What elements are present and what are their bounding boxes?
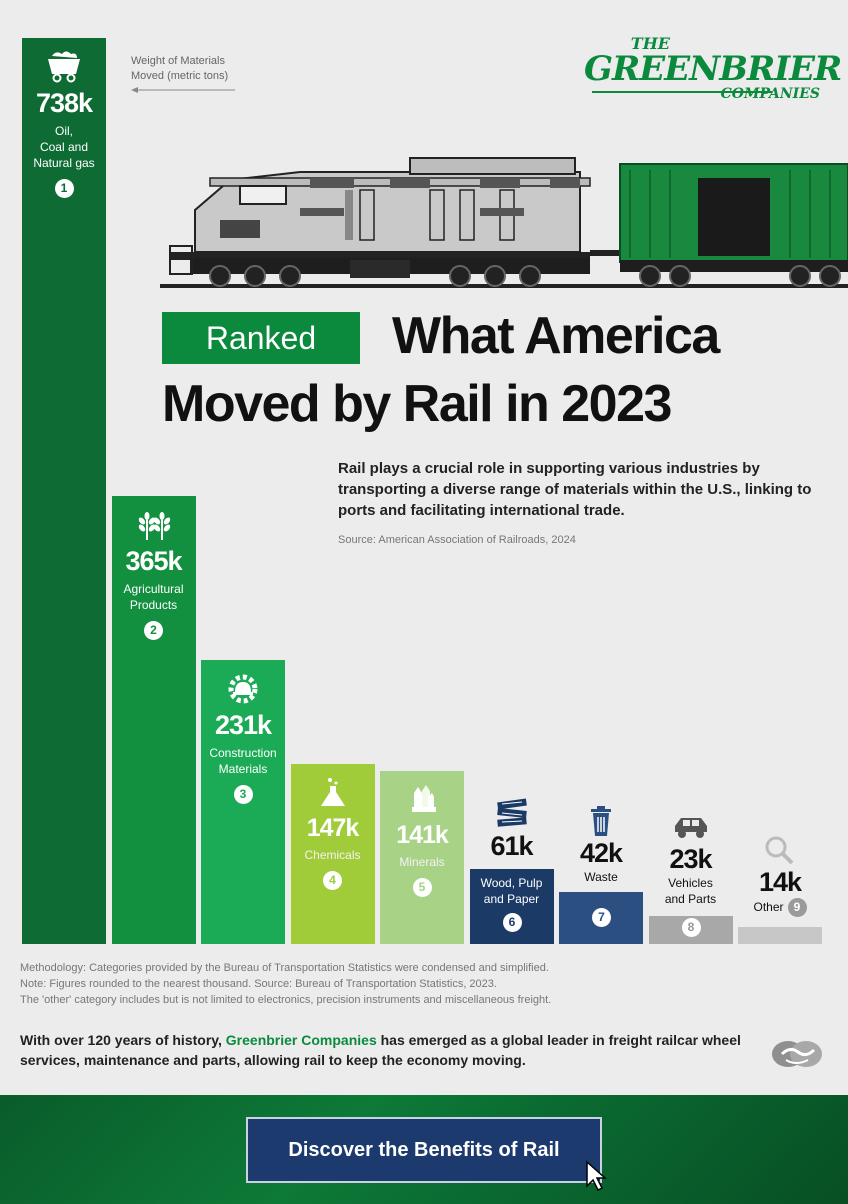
bar-5-content: 141k Minerals 5 bbox=[380, 783, 464, 897]
bar-value-label: 141k bbox=[396, 820, 449, 849]
methodology-line: Methodology: Categories provided by the … bbox=[20, 962, 549, 974]
bar-9 bbox=[738, 926, 822, 944]
greenbrier-logo: THE GREENBRIER COMPANIES bbox=[584, 34, 842, 112]
wheat-icon bbox=[112, 508, 196, 542]
bar-category-label: Minerals bbox=[399, 854, 445, 869]
bar-value-label: 14k bbox=[758, 866, 802, 897]
subtitle: Rail plays a crucial role in supporting … bbox=[338, 460, 812, 519]
rank-badge: 6 bbox=[502, 913, 522, 933]
bar-category-label: Wood, Pulp and Paper bbox=[480, 876, 543, 907]
bar-category-label: Waste bbox=[584, 870, 618, 885]
other-category-line: The 'other' category includes but is not… bbox=[20, 994, 552, 1006]
magnifier-icon bbox=[738, 833, 822, 867]
bar-value-label: 42k bbox=[579, 838, 623, 869]
left-arrow-icon bbox=[131, 87, 235, 93]
legend-note-line1: Weight of Materials bbox=[131, 55, 225, 67]
closing-pre: With over 120 years of history, bbox=[20, 1032, 226, 1048]
rank-badge: 5 bbox=[412, 877, 432, 897]
logo-companies: COMPANIES bbox=[720, 86, 820, 102]
bar-category-label: Construction Materials bbox=[209, 746, 277, 777]
lumber-icon bbox=[470, 797, 554, 831]
rank-badge: 4 bbox=[323, 870, 342, 890]
bar-value-label: 738k bbox=[35, 88, 93, 118]
rank-badge: 7 bbox=[592, 908, 611, 928]
bar-6-above: 61k bbox=[470, 797, 554, 862]
bar-category-label: Oil, Coal and Natural gas bbox=[33, 124, 95, 170]
bar-value-label: 365k bbox=[125, 545, 182, 576]
bar-category-label: Agricultural Products bbox=[123, 581, 184, 612]
page-title-line1: What America bbox=[392, 307, 720, 365]
closing-post: has emerged as a global leader in freigh… bbox=[20, 1032, 741, 1068]
bar-3-content: 231k Construction Materials 3 bbox=[201, 672, 285, 805]
coal-cart-icon bbox=[22, 50, 106, 84]
source-note: Source: American Association of Railroad… bbox=[338, 534, 576, 546]
closing-brand: Greenbrier Companies bbox=[225, 1032, 377, 1048]
bar-chart: 738k Oil, Coal and Natural gas 1 365k Agricult… bbox=[22, 38, 822, 944]
bar-value-label: 61k bbox=[490, 831, 533, 862]
car-icon bbox=[649, 810, 733, 844]
bar-2-content: 365k Agricultural Products 2 bbox=[112, 508, 196, 640]
gear-hardhat-icon bbox=[201, 672, 285, 706]
ranked-badge: Ranked bbox=[162, 312, 360, 364]
methodology-notes: Methodology: Categories provided by the … bbox=[20, 960, 820, 1008]
bar-value-label: 147k bbox=[306, 813, 360, 842]
boxcar-icon bbox=[619, 163, 848, 287]
bar-8-above: 23k Vehicles and Parts bbox=[649, 810, 733, 907]
bar-1-content: 738k Oil, Coal and Natural gas 1 bbox=[22, 50, 106, 198]
rank-badge: 2 bbox=[144, 620, 163, 640]
crystal-icon bbox=[380, 783, 464, 817]
rank-badge: 3 bbox=[233, 785, 253, 805]
locomotive-icon bbox=[169, 157, 620, 287]
logo-the: THE bbox=[630, 34, 670, 53]
axis-legend-note: Weight of Materials Moved (metric tons) bbox=[131, 54, 251, 84]
closing-paragraph: With over 120 years of history, Greenbri… bbox=[20, 1030, 750, 1070]
trash-can-icon bbox=[559, 804, 643, 838]
bar-category-label: Vehicles and Parts bbox=[664, 875, 717, 906]
legend-note-line2: Moved (metric tons) bbox=[131, 70, 229, 82]
handshake-icon bbox=[772, 1041, 822, 1067]
page-title-line2: Moved by Rail in 2023 bbox=[162, 375, 672, 433]
rank-badge: 9 bbox=[787, 897, 807, 917]
rank-badge: 8 bbox=[681, 917, 701, 937]
bar-category-label: Chemicals bbox=[304, 847, 361, 862]
bar-value-label: 231k bbox=[214, 710, 272, 741]
flask-icon bbox=[291, 776, 375, 810]
bar-category-label: Other bbox=[753, 899, 784, 914]
note-line: Note: Figures rounded to the nearest tho… bbox=[20, 978, 497, 990]
other-label-row: Other 9 bbox=[738, 897, 822, 917]
pointer-cursor-icon bbox=[586, 1160, 607, 1192]
bar-value-label: 23k bbox=[669, 843, 712, 874]
bar-9-above: 14k Other 9 bbox=[738, 833, 822, 917]
bar-2 bbox=[111, 495, 196, 944]
bar-4-content: 147k Chemicals 4 bbox=[291, 776, 375, 890]
bar-7-above: 42k Waste bbox=[559, 804, 643, 885]
logo-main: GREENBRIER bbox=[584, 49, 842, 89]
train-illustration bbox=[160, 157, 848, 288]
rank-badge: 1 bbox=[54, 179, 74, 198]
discover-benefits-button[interactable]: Discover the Benefits of Rail bbox=[246, 1117, 602, 1183]
